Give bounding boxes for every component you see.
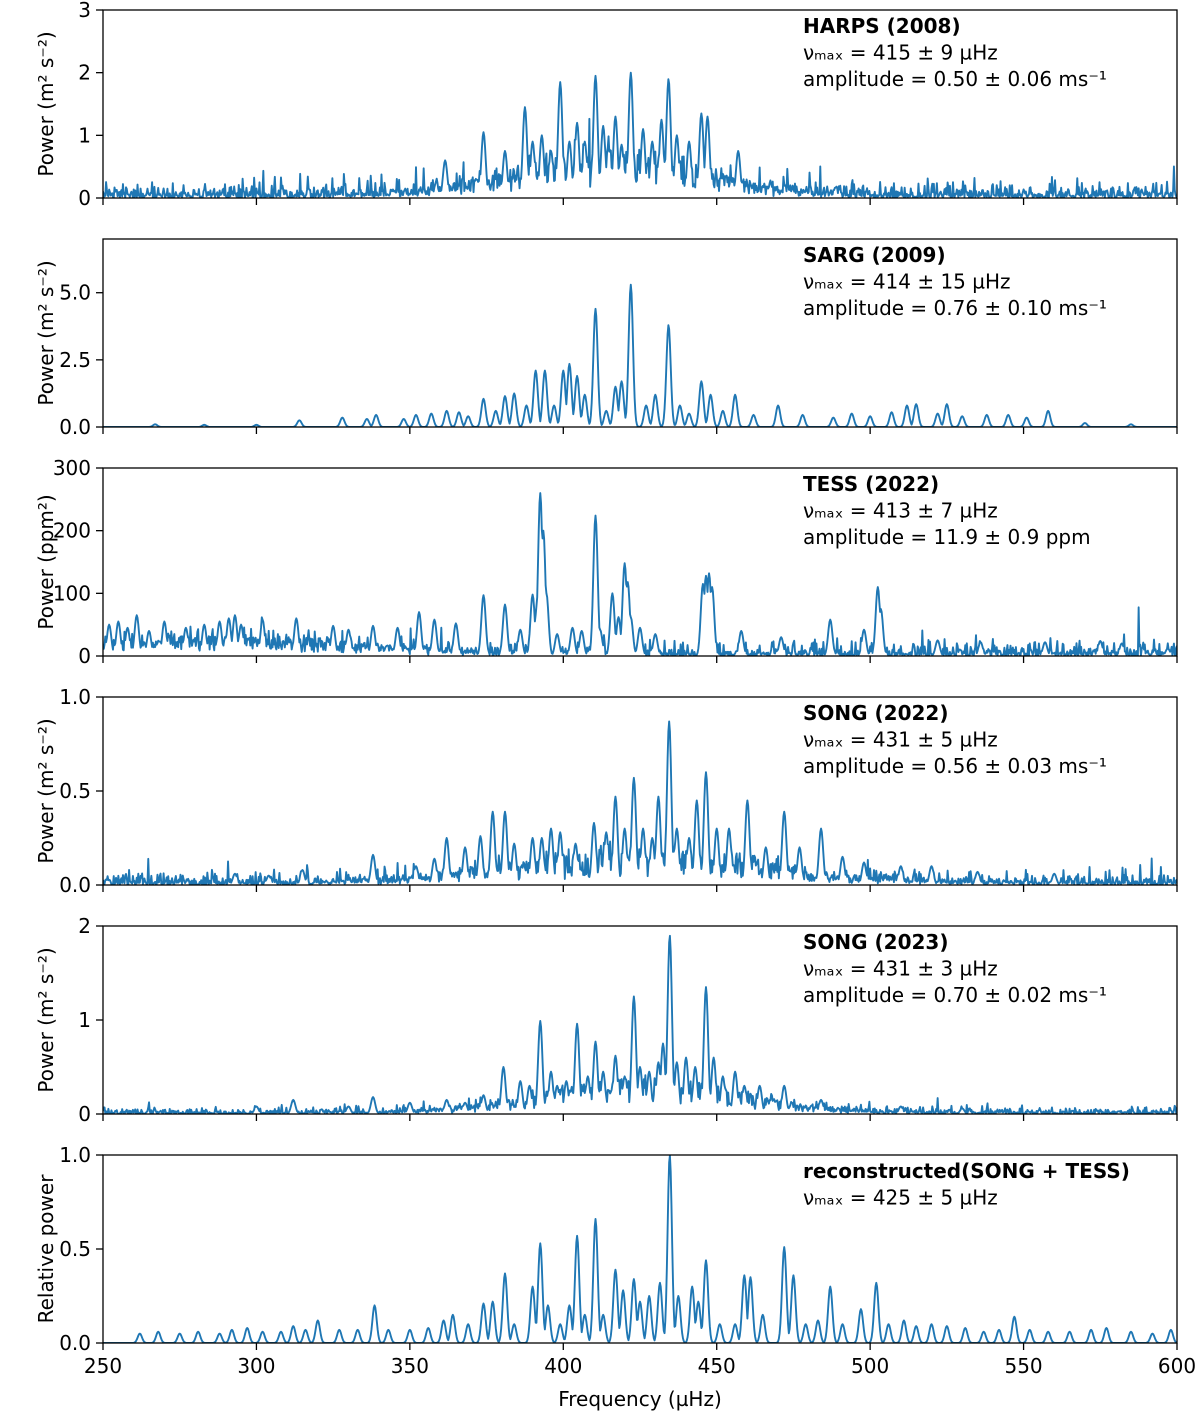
- x-axis-label: Frequency (µHz): [558, 1387, 722, 1411]
- y-axis-label: Power (m² s⁻²): [34, 260, 58, 405]
- panel-annotation: νₘₐₓ = 413 ± 7 µHz: [803, 499, 998, 523]
- y-tick-label: 0: [78, 1102, 91, 1126]
- panel-annotation: amplitude = 0.50 ± 0.06 ms⁻¹: [803, 67, 1107, 91]
- y-tick-label: 2: [78, 914, 91, 938]
- panel-annotation: amplitude = 0.56 ± 0.03 ms⁻¹: [803, 754, 1107, 778]
- y-axis-label: Power (m² s⁻²): [34, 947, 58, 1092]
- y-tick-label: 0.5: [59, 779, 91, 803]
- y-tick-label: 3: [78, 0, 91, 22]
- y-tick-label: 0.0: [59, 415, 91, 439]
- panel-title: SARG (2009): [803, 243, 946, 267]
- y-tick-label: 0.5: [59, 1237, 91, 1261]
- panel-annotation: νₘₐₓ = 425 ± 5 µHz: [803, 1186, 998, 1210]
- panel-title: TESS (2022): [803, 472, 939, 496]
- y-tick-label: 1: [78, 1008, 91, 1032]
- x-tick-label: 250: [84, 1354, 122, 1378]
- panel-annotation: νₘₐₓ = 431 ± 5 µHz: [803, 728, 998, 752]
- x-tick-label: 450: [698, 1354, 736, 1378]
- x-tick-label: 500: [851, 1354, 889, 1378]
- y-tick-label: 300: [53, 456, 91, 480]
- panel-title: reconstructed(SONG + TESS): [803, 1159, 1130, 1183]
- y-axis-label: Relative power: [34, 1174, 58, 1324]
- panel-title: SONG (2022): [803, 701, 948, 725]
- panel-annotation: νₘₐₓ = 415 ± 9 µHz: [803, 41, 998, 65]
- series-line: [103, 934, 1177, 1114]
- y-tick-label: 0: [78, 644, 91, 668]
- axes-frame: [102, 238, 1178, 428]
- panel-5: 0 1 2 Power (m² s⁻²) SONG (2023) νₘₐₓ = 431 ±…: [34, 914, 1178, 1126]
- x-tick-label: 350: [391, 1354, 429, 1378]
- panel-6: 0.0 0.5 1.0 250 300 350 400 450 500 550 600 Relativ…: [34, 1143, 1196, 1378]
- series-line: [103, 71, 1177, 198]
- x-tick-label: 600: [1158, 1354, 1196, 1378]
- x-tick-label: 550: [1004, 1354, 1042, 1378]
- series-line: [103, 492, 1177, 656]
- axes-frame: [102, 9, 1178, 199]
- axes-frame: [102, 467, 1178, 657]
- panel-1: 0 1 2 3 Power (m² s⁻²) HARPS (2008) νₘₐₓ = 415…: [34, 0, 1178, 210]
- panel-annotation: νₘₐₓ = 414 ± 15 µHz: [803, 270, 1011, 294]
- y-tick-label: 200: [53, 519, 91, 543]
- y-tick-label: 100: [53, 581, 91, 605]
- y-tick-label: 1.0: [59, 685, 91, 709]
- x-tick-label: 300: [237, 1354, 275, 1378]
- axes-frame: [102, 1154, 1178, 1344]
- y-tick-label: 0: [78, 186, 91, 210]
- y-tick-label: 0.0: [59, 1331, 91, 1355]
- panel-annotation: νₘₐₓ = 431 ± 3 µHz: [803, 957, 998, 981]
- axes-frame: [102, 925, 1178, 1115]
- y-tick-label: 0.0: [59, 873, 91, 897]
- panel-annotation: amplitude = 0.70 ± 0.02 ms⁻¹: [803, 983, 1107, 1007]
- y-tick-label: 1.0: [59, 1143, 91, 1167]
- panel-title: HARPS (2008): [803, 14, 961, 38]
- y-tick-label: 2.5: [59, 348, 91, 372]
- series-line: [103, 720, 1177, 885]
- y-tick-label: 5.0: [59, 281, 91, 305]
- panel-3: 0 100 200 300 Power (ppm²) TESS (2022) νₘₐₓ = …: [34, 456, 1178, 668]
- series-line: [103, 1155, 1177, 1343]
- panel-title: SONG (2023): [803, 930, 948, 954]
- x-tick-label: 400: [544, 1354, 582, 1378]
- y-tick-label: 1: [78, 123, 91, 147]
- y-axis-label: Power (m² s⁻²): [34, 718, 58, 863]
- panel-annotation: amplitude = 11.9 ± 0.9 ppm: [803, 525, 1091, 549]
- y-tick-label: 2: [78, 61, 91, 85]
- y-axis-label: Power (m² s⁻²): [34, 31, 58, 176]
- panel-annotation: amplitude = 0.76 ± 0.10 ms⁻¹: [803, 296, 1107, 320]
- y-axis-label: Power (ppm²): [34, 494, 58, 629]
